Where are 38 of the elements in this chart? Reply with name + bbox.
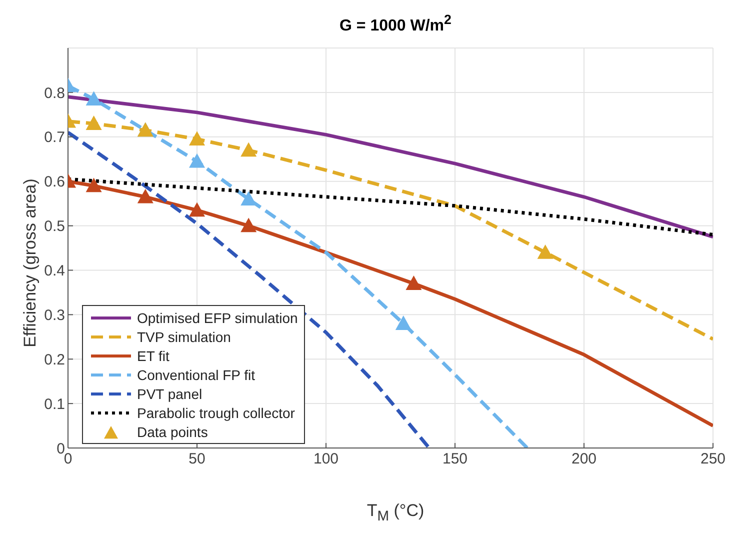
point xyxy=(86,116,102,130)
y-tick-label: 0.8 xyxy=(44,84,65,102)
y-tick-label: 0.1 xyxy=(44,396,65,413)
y-axis-title: Efficiency (gross area) xyxy=(20,178,40,348)
x-tick-label: 50 xyxy=(188,450,206,468)
x-tick-label: 150 xyxy=(442,450,468,468)
point xyxy=(395,316,412,330)
point xyxy=(189,153,205,168)
point xyxy=(189,131,205,146)
point xyxy=(86,178,102,192)
y-tick-label: 0.7 xyxy=(44,129,65,146)
legend-label: Conventional FP fit xyxy=(137,366,256,382)
point xyxy=(189,202,205,217)
legend-label: TVP simulation xyxy=(137,328,231,344)
chart-title: G = 1000 W/m$^{2}$ xyxy=(338,12,452,36)
point xyxy=(86,91,102,106)
y-tick-label: 0.4 xyxy=(44,262,65,280)
legend-label: PVT panel xyxy=(137,386,202,402)
legend-label: Parabolic trough collector xyxy=(137,404,295,420)
line-series xyxy=(68,95,713,239)
point xyxy=(537,244,554,259)
point xyxy=(240,218,257,232)
legend-label: ET fit xyxy=(137,348,170,364)
y-tick-label: 0.2 xyxy=(44,351,65,368)
x-tick-label: 200 xyxy=(571,450,597,468)
point xyxy=(240,191,257,206)
x-tick-label: 250 xyxy=(700,450,726,468)
point xyxy=(406,276,422,290)
legend-label: Optimised EFP simulation xyxy=(137,310,298,326)
y-tick-label: 0.6 xyxy=(44,174,65,191)
point xyxy=(137,188,154,204)
legend-label: Data points xyxy=(137,424,208,440)
line-series xyxy=(68,130,431,448)
y-tick-label: 0.5 xyxy=(44,218,65,236)
x-axis-title: T$_{M}$ (°C) xyxy=(366,500,426,524)
point xyxy=(240,142,257,157)
y-tick-label: 0.3 xyxy=(44,306,65,324)
x-tick-label: 100 xyxy=(313,450,339,468)
